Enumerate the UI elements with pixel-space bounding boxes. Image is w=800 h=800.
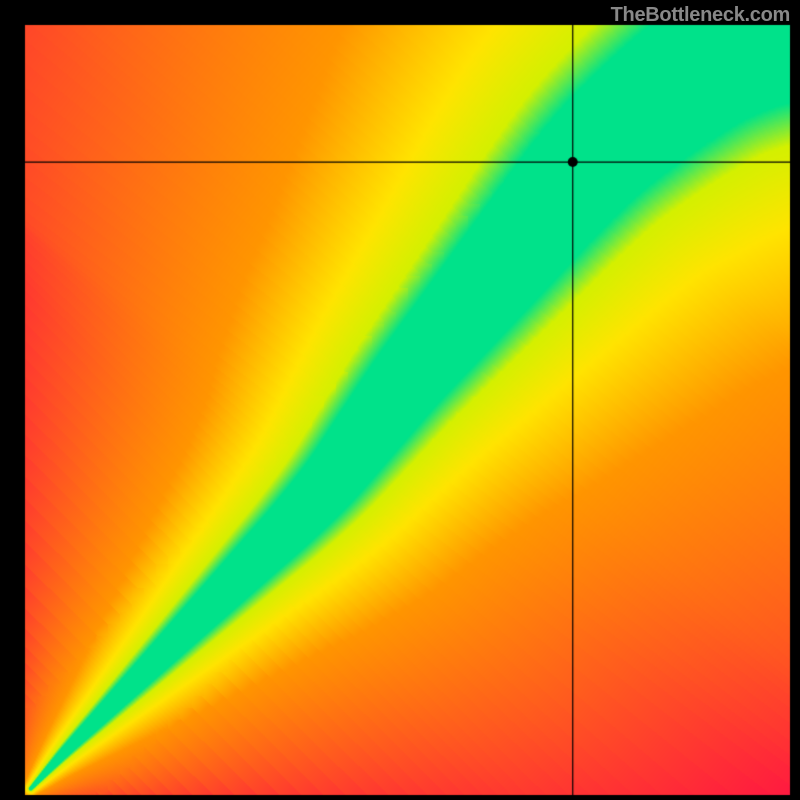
watermark-text: TheBottleneck.com xyxy=(611,4,790,27)
bottleneck-heatmap xyxy=(0,0,800,800)
chart-container: TheBottleneck.com xyxy=(0,0,800,800)
